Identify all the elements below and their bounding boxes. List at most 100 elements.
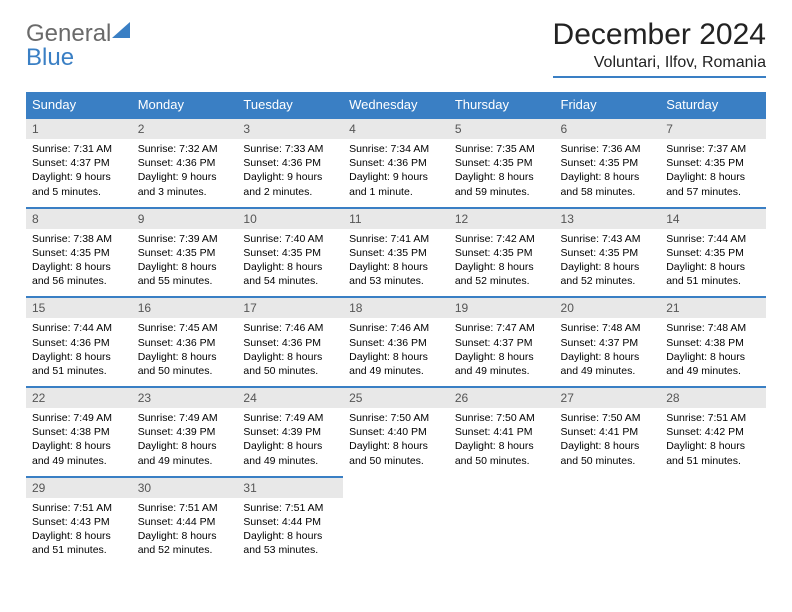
calendar-cell: 28Sunrise: 7:51 AMSunset: 4:42 PMDayligh… [660,387,766,477]
day-details: Sunrise: 7:34 AMSunset: 4:36 PMDaylight:… [343,139,449,207]
calendar-cell [449,477,555,566]
day-number: 23 [132,388,238,408]
day-number: 15 [26,298,132,318]
day-details: Sunrise: 7:31 AMSunset: 4:37 PMDaylight:… [26,139,132,207]
calendar-cell: 30Sunrise: 7:51 AMSunset: 4:44 PMDayligh… [132,477,238,566]
calendar-cell: 17Sunrise: 7:46 AMSunset: 4:36 PMDayligh… [237,297,343,387]
calendar-cell: 2Sunrise: 7:32 AMSunset: 4:36 PMDaylight… [132,118,238,208]
day-number: 5 [449,119,555,139]
calendar-cell: 27Sunrise: 7:50 AMSunset: 4:41 PMDayligh… [555,387,661,477]
calendar-cell: 22Sunrise: 7:49 AMSunset: 4:38 PMDayligh… [26,387,132,477]
day-details: Sunrise: 7:44 AMSunset: 4:36 PMDaylight:… [26,318,132,386]
calendar-cell: 24Sunrise: 7:49 AMSunset: 4:39 PMDayligh… [237,387,343,477]
day-number: 10 [237,209,343,229]
calendar-cell [343,477,449,566]
title-block: December 2024 Voluntari, Ilfov, Romania [553,18,766,78]
day-number: 12 [449,209,555,229]
calendar-cell: 26Sunrise: 7:50 AMSunset: 4:41 PMDayligh… [449,387,555,477]
calendar-row: 1Sunrise: 7:31 AMSunset: 4:37 PMDaylight… [26,118,766,208]
calendar-cell: 3Sunrise: 7:33 AMSunset: 4:36 PMDaylight… [237,118,343,208]
day-details: Sunrise: 7:48 AMSunset: 4:38 PMDaylight:… [660,318,766,386]
day-details: Sunrise: 7:38 AMSunset: 4:35 PMDaylight:… [26,229,132,297]
day-number: 28 [660,388,766,408]
day-number: 1 [26,119,132,139]
day-details: Sunrise: 7:50 AMSunset: 4:41 PMDaylight:… [449,408,555,476]
calendar-row: 29Sunrise: 7:51 AMSunset: 4:43 PMDayligh… [26,477,766,566]
calendar-cell: 31Sunrise: 7:51 AMSunset: 4:44 PMDayligh… [237,477,343,566]
calendar-cell: 5Sunrise: 7:35 AMSunset: 4:35 PMDaylight… [449,118,555,208]
day-details: Sunrise: 7:32 AMSunset: 4:36 PMDaylight:… [132,139,238,207]
calendar-cell: 4Sunrise: 7:34 AMSunset: 4:36 PMDaylight… [343,118,449,208]
logo: GeneralBlue [26,18,132,70]
calendar-cell: 15Sunrise: 7:44 AMSunset: 4:36 PMDayligh… [26,297,132,387]
day-number: 4 [343,119,449,139]
calendar-cell: 20Sunrise: 7:48 AMSunset: 4:37 PMDayligh… [555,297,661,387]
location: Voluntari, Ilfov, Romania [553,54,766,72]
day-number: 14 [660,209,766,229]
day-details: Sunrise: 7:37 AMSunset: 4:35 PMDaylight:… [660,139,766,207]
calendar-cell: 6Sunrise: 7:36 AMSunset: 4:35 PMDaylight… [555,118,661,208]
day-number: 18 [343,298,449,318]
calendar-cell: 9Sunrise: 7:39 AMSunset: 4:35 PMDaylight… [132,208,238,298]
day-details: Sunrise: 7:50 AMSunset: 4:41 PMDaylight:… [555,408,661,476]
calendar-cell [660,477,766,566]
calendar-cell: 10Sunrise: 7:40 AMSunset: 4:35 PMDayligh… [237,208,343,298]
calendar-cell: 8Sunrise: 7:38 AMSunset: 4:35 PMDaylight… [26,208,132,298]
day-number: 31 [237,478,343,498]
day-number: 6 [555,119,661,139]
calendar-cell: 21Sunrise: 7:48 AMSunset: 4:38 PMDayligh… [660,297,766,387]
day-details: Sunrise: 7:49 AMSunset: 4:39 PMDaylight:… [237,408,343,476]
calendar-cell: 1Sunrise: 7:31 AMSunset: 4:37 PMDaylight… [26,118,132,208]
day-number: 20 [555,298,661,318]
calendar-cell: 18Sunrise: 7:46 AMSunset: 4:36 PMDayligh… [343,297,449,387]
day-details: Sunrise: 7:48 AMSunset: 4:37 PMDaylight:… [555,318,661,386]
day-details: Sunrise: 7:50 AMSunset: 4:40 PMDaylight:… [343,408,449,476]
calendar-cell: 14Sunrise: 7:44 AMSunset: 4:35 PMDayligh… [660,208,766,298]
weekday-header: Thursday [449,92,555,118]
day-details: Sunrise: 7:39 AMSunset: 4:35 PMDaylight:… [132,229,238,297]
weekday-header: Saturday [660,92,766,118]
day-details: Sunrise: 7:33 AMSunset: 4:36 PMDaylight:… [237,139,343,207]
calendar-row: 8Sunrise: 7:38 AMSunset: 4:35 PMDaylight… [26,208,766,298]
calendar-cell: 12Sunrise: 7:42 AMSunset: 4:35 PMDayligh… [449,208,555,298]
calendar-cell: 11Sunrise: 7:41 AMSunset: 4:35 PMDayligh… [343,208,449,298]
day-details: Sunrise: 7:41 AMSunset: 4:35 PMDaylight:… [343,229,449,297]
day-details: Sunrise: 7:36 AMSunset: 4:35 PMDaylight:… [555,139,661,207]
day-number: 11 [343,209,449,229]
day-details: Sunrise: 7:49 AMSunset: 4:38 PMDaylight:… [26,408,132,476]
day-number: 19 [449,298,555,318]
day-details: Sunrise: 7:47 AMSunset: 4:37 PMDaylight:… [449,318,555,386]
calendar-cell: 19Sunrise: 7:47 AMSunset: 4:37 PMDayligh… [449,297,555,387]
weekday-header: Monday [132,92,238,118]
weekday-header: Sunday [26,92,132,118]
day-details: Sunrise: 7:46 AMSunset: 4:36 PMDaylight:… [343,318,449,386]
day-number: 29 [26,478,132,498]
day-details: Sunrise: 7:49 AMSunset: 4:39 PMDaylight:… [132,408,238,476]
day-number: 9 [132,209,238,229]
day-number: 21 [660,298,766,318]
day-number: 30 [132,478,238,498]
calendar-cell: 7Sunrise: 7:37 AMSunset: 4:35 PMDaylight… [660,118,766,208]
calendar-cell: 25Sunrise: 7:50 AMSunset: 4:40 PMDayligh… [343,387,449,477]
calendar-cell: 16Sunrise: 7:45 AMSunset: 4:36 PMDayligh… [132,297,238,387]
day-details: Sunrise: 7:51 AMSunset: 4:44 PMDaylight:… [237,498,343,566]
day-number: 25 [343,388,449,408]
calendar-row: 22Sunrise: 7:49 AMSunset: 4:38 PMDayligh… [26,387,766,477]
day-details: Sunrise: 7:40 AMSunset: 4:35 PMDaylight:… [237,229,343,297]
day-details: Sunrise: 7:51 AMSunset: 4:44 PMDaylight:… [132,498,238,566]
weekday-header-row: Sunday Monday Tuesday Wednesday Thursday… [26,92,766,118]
day-number: 7 [660,119,766,139]
calendar-cell: 23Sunrise: 7:49 AMSunset: 4:39 PMDayligh… [132,387,238,477]
weekday-header: Tuesday [237,92,343,118]
day-details: Sunrise: 7:35 AMSunset: 4:35 PMDaylight:… [449,139,555,207]
day-number: 13 [555,209,661,229]
day-details: Sunrise: 7:46 AMSunset: 4:36 PMDaylight:… [237,318,343,386]
calendar-cell [555,477,661,566]
logo-sail-icon [112,22,132,38]
title-divider [553,76,766,78]
day-details: Sunrise: 7:42 AMSunset: 4:35 PMDaylight:… [449,229,555,297]
calendar-row: 15Sunrise: 7:44 AMSunset: 4:36 PMDayligh… [26,297,766,387]
day-number: 22 [26,388,132,408]
day-details: Sunrise: 7:44 AMSunset: 4:35 PMDaylight:… [660,229,766,297]
day-number: 16 [132,298,238,318]
